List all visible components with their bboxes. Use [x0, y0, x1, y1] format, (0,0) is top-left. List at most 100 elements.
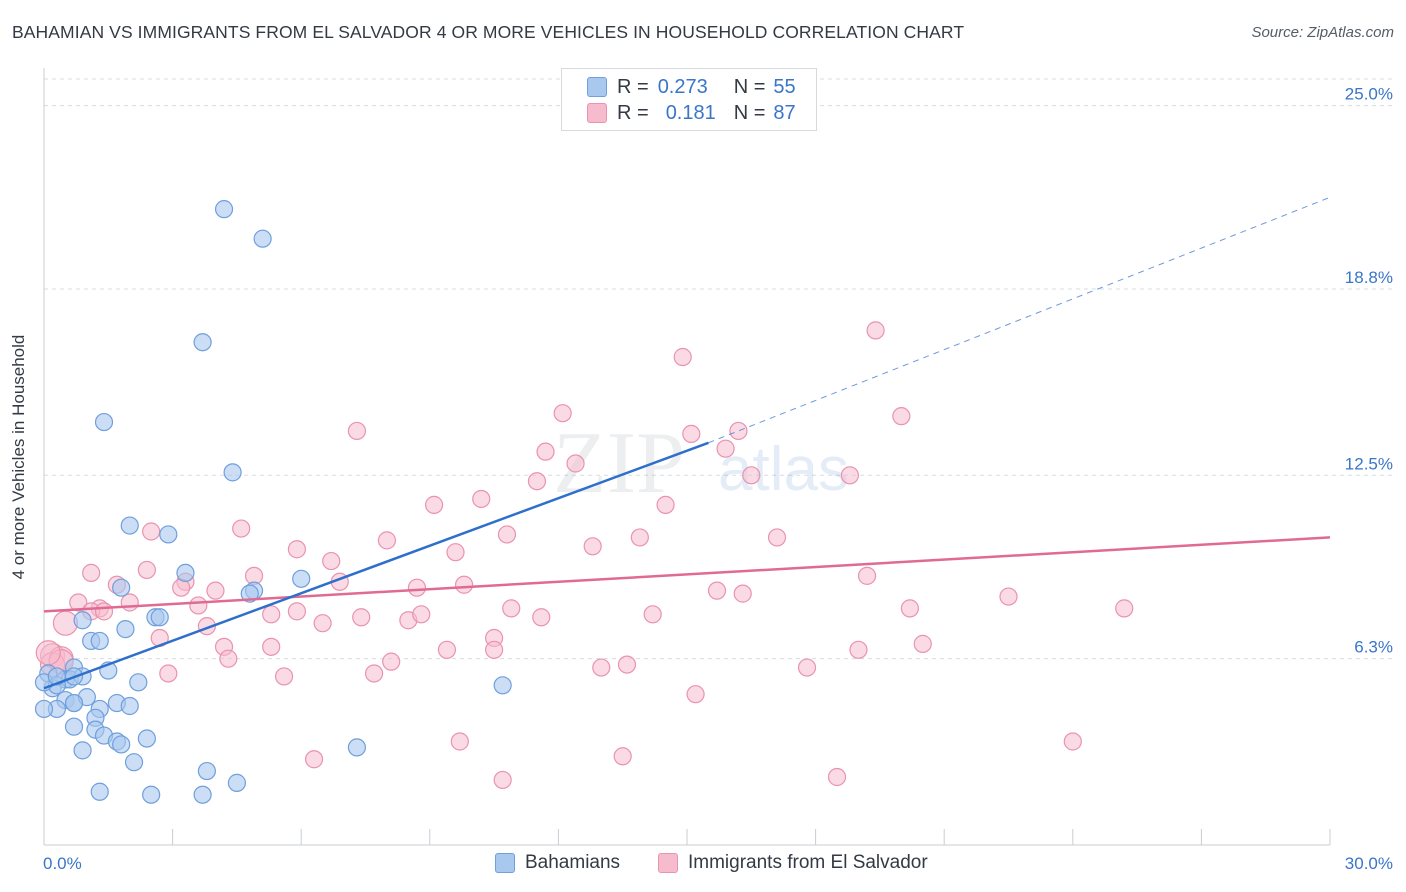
point-bahamians	[112, 578, 131, 597]
point-el-salvador	[412, 605, 431, 624]
point-el-salvador	[900, 599, 920, 618]
point-bahamians	[124, 753, 144, 772]
point-el-salvador	[69, 593, 88, 612]
legend-n-label: N =	[733, 101, 766, 124]
legend-item-bahamians: Bahamians	[495, 852, 620, 874]
point-el-salvador	[566, 454, 585, 473]
point-el-salvador	[407, 578, 427, 597]
point-el-salvador	[857, 566, 877, 585]
legend-r-label: R =	[617, 75, 649, 98]
point-el-salvador	[424, 495, 444, 514]
point-el-salvador	[493, 770, 512, 790]
point-bahamians	[176, 563, 195, 583]
point-bahamians	[223, 463, 242, 482]
legend-r-label: R =	[617, 101, 649, 124]
point-bahamians	[159, 525, 178, 544]
legend-swatch-blue	[495, 853, 515, 873]
watermark: ZIP atlas	[553, 415, 849, 512]
point-el-salvador	[120, 593, 139, 612]
point-el-salvador	[733, 584, 752, 603]
point-el-salvador	[502, 599, 521, 618]
point-el-salvador	[497, 525, 517, 544]
point-el-salvador	[347, 421, 367, 441]
point-el-salvador	[527, 472, 547, 491]
point-bahamians	[150, 608, 169, 627]
stats-legend: R = 0.273 N = 55 R = 0.181 N = 87	[561, 68, 817, 131]
point-el-salvador	[287, 602, 307, 621]
point-el-salvador	[1115, 599, 1134, 618]
chart-title: BAHAMIAN VS IMMIGRANTS FROM EL SALVADOR …	[12, 22, 965, 42]
point-el-salvador	[767, 528, 787, 547]
series-legend: Bahamians Immigrants from El Salvador	[0, 852, 1406, 878]
point-el-salvador	[999, 587, 1018, 606]
point-el-salvador	[382, 652, 401, 671]
point-bahamians	[197, 761, 216, 781]
point-el-salvador	[682, 424, 701, 444]
point-el-salvador	[707, 581, 727, 600]
point-bahamians	[292, 569, 311, 588]
legend-item-el-salvador: Immigrants from El Salvador	[658, 852, 928, 874]
point-el-salvador	[913, 634, 932, 653]
legend-row-bahamians: R = 0.273 N = 55	[562, 74, 796, 100]
point-el-salvador	[583, 537, 602, 556]
point-el-salvador	[35, 640, 61, 666]
trend-lines	[43, 196, 1331, 690]
point-bahamians	[90, 782, 109, 801]
point-el-salvador	[840, 466, 859, 485]
point-el-salvador	[377, 531, 397, 550]
point-el-salvador	[206, 581, 225, 600]
point-el-salvador	[364, 664, 384, 683]
point-el-salvador	[613, 747, 632, 766]
y-tick-label: 12.5%	[1345, 454, 1393, 473]
x-tick-label: 0.0%	[43, 854, 82, 873]
point-el-salvador	[454, 575, 474, 594]
point-bahamians	[73, 741, 92, 760]
legend-swatch-blue	[587, 77, 607, 97]
point-el-salvador	[686, 685, 705, 704]
point-el-salvador	[142, 522, 161, 541]
legend-n-value: 87	[773, 101, 796, 124]
point-el-salvador	[137, 560, 156, 580]
point-bahamians	[253, 229, 272, 248]
point-el-salvador	[866, 321, 885, 340]
point-el-salvador	[287, 540, 307, 559]
point-el-salvador	[553, 404, 572, 423]
point-el-salvador	[450, 732, 469, 751]
point-bahamians	[137, 729, 156, 748]
tick-labels: 6.3% 12.5% 18.8% 25.0% 0.0% 30.0%	[43, 85, 1393, 873]
point-el-salvador	[472, 489, 491, 509]
y-tick-label: 25.0%	[1345, 85, 1393, 104]
point-el-salvador	[219, 649, 238, 668]
point-el-salvador	[274, 667, 294, 686]
point-el-salvador	[313, 614, 332, 633]
point-el-salvador	[742, 466, 761, 485]
watermark-atlas: atlas	[718, 435, 849, 504]
point-el-salvador	[262, 605, 281, 624]
point-el-salvador	[532, 608, 551, 627]
point-bahamians	[227, 773, 246, 792]
point-el-salvador	[352, 608, 371, 627]
point-bahamians	[116, 620, 135, 639]
point-bahamians	[120, 696, 139, 716]
point-el-salvador	[232, 519, 251, 538]
y-tick-label: 18.8%	[1345, 268, 1393, 287]
point-bahamians	[129, 673, 148, 692]
point-bahamians	[493, 676, 512, 695]
point-bahamians	[34, 699, 54, 719]
point-bahamians	[64, 693, 84, 713]
point-el-salvador	[630, 528, 649, 547]
point-el-salvador	[52, 610, 79, 636]
point-el-salvador	[716, 439, 735, 458]
point-el-salvador	[892, 407, 911, 426]
legend-r-value: 0.273	[657, 75, 708, 98]
y-tick-label: 6.3%	[1354, 638, 1393, 657]
point-el-salvador	[322, 551, 341, 571]
axes	[43, 68, 1331, 846]
legend-n-label: N =	[733, 75, 766, 98]
point-el-salvador	[536, 442, 555, 461]
trend-line-el-salvador	[43, 536, 1331, 613]
point-el-salvador	[446, 543, 465, 562]
point-el-salvador	[94, 602, 114, 621]
point-el-salvador	[304, 750, 324, 769]
x-tick-label: 30.0%	[1345, 854, 1393, 873]
